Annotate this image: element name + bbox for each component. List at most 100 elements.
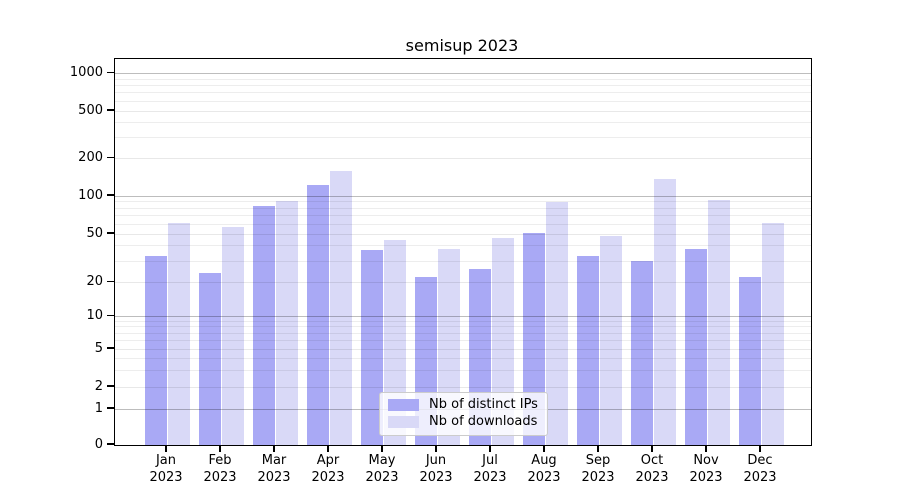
y-tick-label-200: 200 [78,150,103,165]
gridline-6 [115,339,811,341]
gridline-100 [115,195,811,197]
y-tick-label-0: 0 [94,436,103,452]
x-tick-year: 2023 [743,470,777,485]
x-tick-label-nov: Nov 2023 [678,452,734,486]
y-tick-mark-2 [107,385,114,387]
gridline-20 [115,282,811,283]
x-tick-year: 2023 [149,470,183,485]
legend-swatch-downloads [388,416,419,428]
x-tick-year: 2023 [635,470,669,485]
chart-title: semisup 2023 [405,36,519,55]
y-tick-mark-5 [107,347,114,349]
bar-downloads-nov [707,199,730,445]
y-tick-label-500: 500 [78,102,103,118]
bar-distinct-ips-oct [630,261,653,445]
bar-downloads-sep [599,236,622,445]
x-tick-mark-aug [543,446,545,452]
x-tick-year: 2023 [581,470,615,485]
x-tick-year: 2023 [257,470,291,485]
y-tick-label-5: 5 [94,340,103,356]
y-tick-mark-0 [107,443,114,445]
bar-distinct-ips-dec [738,277,761,445]
legend-entry-distinct-ips: Nb of distinct IPs [388,398,538,412]
x-tick-label-sep: Sep 2023 [570,452,626,486]
y-tick-label-1000: 1000 [69,65,103,80]
x-tick-year: 2023 [311,470,345,485]
x-tick-mark-dec [759,446,761,452]
gridline-5 [115,348,811,350]
bar-downloads-dec [761,223,784,445]
x-tick-mark-feb [219,446,221,452]
legend-swatch-distinct-ips [388,399,419,411]
bar-downloads-oct [653,179,676,445]
x-tick-mark-may [381,446,383,452]
y-tick-mark-1 [107,407,114,409]
x-tick-label-dec: Dec 2023 [732,452,788,486]
y-tick-label-20: 20 [86,274,103,289]
gridline-1000 [115,73,811,74]
x-tick-mark-apr [327,446,329,452]
bar-distinct-ips-may [360,249,383,445]
gridline-500 [115,110,811,112]
x-tick-year: 2023 [527,470,561,485]
gridline-70 [115,215,811,217]
legend-entry-downloads: Nb of downloads [388,415,538,429]
gridline-40 [115,245,811,247]
y-tick-mark-50 [107,232,114,234]
gridline-80 [115,207,811,209]
x-tick-label-jan: Jan 2023 [138,452,194,486]
x-tick-mark-mar [273,446,275,452]
x-tick-mark-oct [651,446,653,452]
bar-distinct-ips-feb [198,272,221,445]
gridline-30 [115,260,811,262]
x-tick-label-feb: Feb 2023 [192,452,248,486]
bar-downloads-feb [221,226,244,445]
x-tick-year: 2023 [203,470,237,485]
bar-downloads-jan [167,223,190,445]
gridline-3 [115,369,811,371]
gridline-400 [115,122,811,124]
gridline-800 [115,85,811,87]
y-tick-label-2: 2 [94,378,103,394]
bar-distinct-ips-mar [252,206,275,445]
x-tick-year: 2023 [365,470,399,485]
legend-label-distinct-ips: Nb of distinct IPs [429,397,538,412]
bar-distinct-ips-sep [576,256,599,445]
gridline-200 [115,158,811,159]
bar-downloads-aug [545,202,568,445]
x-tick-label-oct: Oct 2023 [624,452,680,486]
x-tick-label-apr: Apr 2023 [300,452,356,486]
bar-downloads-apr [329,171,352,445]
gridline-600 [115,100,811,102]
bar-downloads-mar [275,201,298,445]
x-tick-year: 2023 [419,470,453,485]
x-tick-label-mar: Mar 2023 [246,452,302,486]
y-tick-label-1: 1 [94,400,103,416]
gridline-60 [115,223,811,225]
x-tick-label-aug: Aug 2023 [516,452,572,486]
gridline-50 [115,233,811,235]
x-tick-mark-jun [435,446,437,452]
x-tick-label-may: May 2023 [354,452,410,486]
y-tick-mark-1000 [107,71,114,74]
x-tick-mark-jan [165,446,167,452]
legend: Nb of distinct IPs Nb of downloads [379,392,548,436]
plot-area [114,58,812,446]
gridline-9 [115,320,811,322]
gridline-90 [115,201,811,203]
gridline-10 [115,316,811,317]
gridline-900 [115,78,811,80]
y-tick-mark-100 [107,194,114,196]
bar-distinct-ips-aug [522,232,545,445]
gridline-4 [115,357,811,359]
x-tick-year: 2023 [473,470,507,485]
y-tick-label-100: 100 [78,187,103,203]
y-tick-mark-200 [107,156,114,159]
y-tick-label-50: 50 [86,225,103,241]
y-tick-label-10: 10 [86,308,103,323]
gridline-8 [115,326,811,328]
bar-distinct-ips-nov [684,248,707,445]
legend-label-downloads: Nb of downloads [429,414,538,429]
gridline-7 [115,332,811,334]
